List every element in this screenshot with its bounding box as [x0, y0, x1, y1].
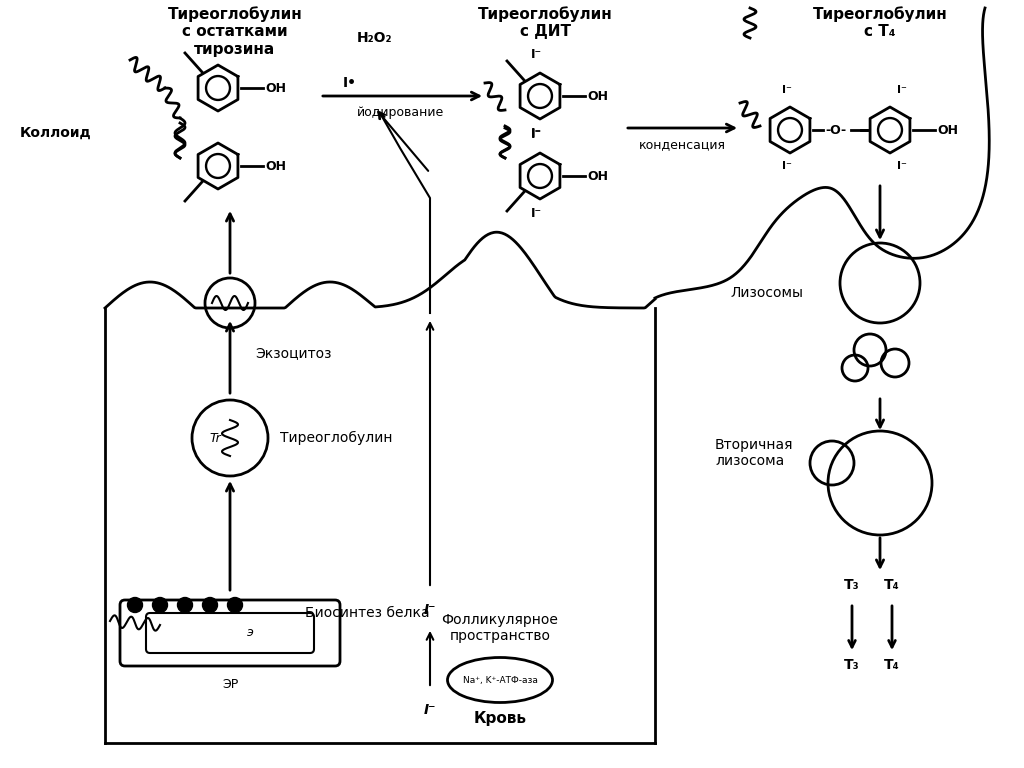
Text: T₃: T₃	[844, 578, 860, 592]
Text: Na⁺, K⁺-АТФ-аза: Na⁺, K⁺-АТФ-аза	[463, 676, 538, 684]
Text: I⁻: I⁻	[781, 85, 792, 95]
Text: Кровь: Кровь	[473, 710, 526, 726]
Circle shape	[128, 598, 142, 613]
Text: I⁻: I⁻	[531, 128, 542, 141]
Text: Tr: Tr	[209, 432, 221, 445]
Text: T₄: T₄	[884, 578, 900, 592]
Text: Тиреоглобулин: Тиреоглобулин	[280, 431, 392, 445]
Text: T₃: T₃	[844, 658, 860, 672]
Text: Экзоцитоз: Экзоцитоз	[255, 346, 332, 360]
Text: OH: OH	[265, 160, 286, 173]
Text: -O-: -O-	[825, 124, 846, 137]
Text: Вторичная
лизосома: Вторичная лизосома	[715, 438, 794, 468]
Text: Биосинтез белка: Биосинтез белка	[305, 606, 430, 620]
Circle shape	[203, 598, 217, 613]
Text: I⁻: I⁻	[531, 207, 542, 220]
Text: I⁻: I⁻	[897, 161, 906, 171]
Text: I⁻: I⁻	[531, 48, 542, 61]
Text: OH: OH	[937, 124, 958, 137]
Text: Лизосомы: Лизосомы	[730, 286, 803, 300]
Text: I⁻: I⁻	[424, 703, 436, 717]
Text: T₄: T₄	[884, 658, 900, 672]
Text: Тиреоглобулин
с Т₄: Тиреоглобулин с Т₄	[813, 6, 947, 39]
Text: I⁻: I⁻	[424, 603, 436, 617]
Circle shape	[153, 598, 168, 613]
Text: OH: OH	[265, 81, 286, 94]
Text: йодирование: йодирование	[356, 106, 443, 119]
Text: I⁻: I⁻	[897, 85, 906, 95]
Circle shape	[177, 598, 193, 613]
Text: I•: I•	[343, 76, 357, 90]
Text: Тиреоглобулин
с остатками
тирозина: Тиреоглобулин с остатками тирозина	[168, 6, 302, 57]
Text: I⁻: I⁻	[781, 161, 792, 171]
Text: H₂O₂: H₂O₂	[357, 31, 393, 45]
Text: конденсация: конденсация	[639, 138, 725, 151]
Text: Фолликулярное
пространство: Фолликулярное пространство	[441, 613, 558, 643]
Text: э: э	[247, 627, 253, 640]
Text: OH: OH	[587, 90, 608, 102]
Text: OH: OH	[587, 170, 608, 183]
Text: I⁻: I⁻	[531, 127, 542, 140]
Text: Коллоид: Коллоид	[20, 126, 91, 140]
Circle shape	[227, 598, 243, 613]
Text: Тиреоглобулин
с ДИТ: Тиреоглобулин с ДИТ	[477, 6, 612, 39]
Text: ЭР: ЭР	[222, 678, 239, 691]
